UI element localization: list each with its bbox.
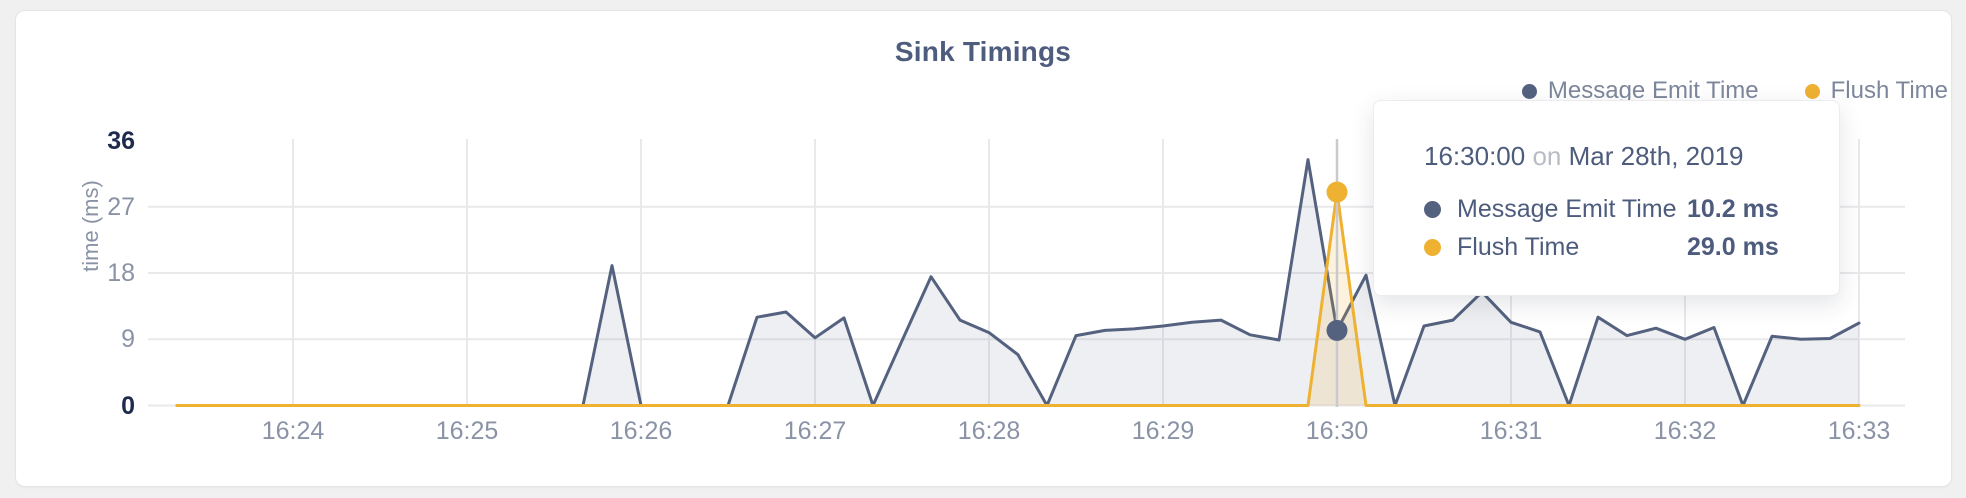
y-tick-label: 18	[107, 259, 135, 287]
x-tick-label: 16:24	[261, 417, 325, 445]
x-tick-label: 16:27	[783, 417, 847, 445]
y-tick-label: 0	[121, 391, 135, 420]
x-tick-label: 16:33	[1827, 417, 1891, 445]
tooltip-date: Mar 28th, 2019	[1568, 141, 1744, 171]
legend-item[interactable]: Message Emit Time	[1521, 77, 1759, 105]
tooltip-series-dot-icon	[1424, 238, 1441, 256]
chart-legend: Message Emit Time Flush Time	[1521, 77, 1948, 105]
x-tick-label: 16:30	[1305, 417, 1369, 445]
x-tick-label: 16:28	[957, 417, 1021, 445]
legend-dot-icon	[1521, 83, 1537, 99]
hover-point	[1326, 319, 1348, 341]
tooltip-series-dot-icon	[1424, 200, 1441, 218]
x-tick-label: 16:32	[1653, 417, 1717, 445]
legend-dot-icon	[1804, 83, 1820, 99]
tooltip-conjunction: on	[1532, 141, 1562, 171]
y-tick-label: 9	[121, 325, 135, 354]
y-tick-label: 36	[107, 126, 135, 155]
legend-item[interactable]: Flush Time	[1804, 77, 1948, 105]
x-tick-label: 16:31	[1479, 417, 1543, 445]
x-tick-label: 16:26	[609, 417, 673, 445]
tooltip-series-label: Flush Time	[1457, 232, 1580, 261]
x-tick-label: 16:25	[435, 417, 499, 445]
tooltip-time: 16:30:00	[1424, 141, 1526, 171]
legend-label: Message Emit Time	[1547, 77, 1759, 104]
x-tick-label: 16:29	[1131, 417, 1195, 445]
hover-point	[1326, 181, 1348, 203]
legend-label: Flush Time	[1830, 77, 1948, 104]
tooltip-series-label: Message Emit Time	[1457, 194, 1677, 223]
tooltip-row: Flush Time 29.0 ms	[1424, 228, 1803, 266]
tooltip-timestamp: 16:30:00 on Mar 28th, 2019	[1424, 141, 1803, 172]
tooltip-series-value: 29.0 ms	[1687, 232, 1779, 261]
tooltip-series-value: 10.2 ms	[1687, 194, 1779, 223]
series-area	[177, 159, 1859, 406]
tooltip-rows: Message Emit Time 10.2 ms Flush Time 29.0 m…	[1424, 190, 1803, 266]
series-line	[175, 190, 1861, 407]
chart-title: Sink Timings	[894, 36, 1072, 67]
tooltip-row: Message Emit Time 10.2 ms	[1424, 190, 1803, 228]
hover-tooltip: 16:30:00 on Mar 28th, 2019 Message Emit …	[1373, 100, 1840, 296]
y-tick-label: 27	[107, 192, 135, 221]
